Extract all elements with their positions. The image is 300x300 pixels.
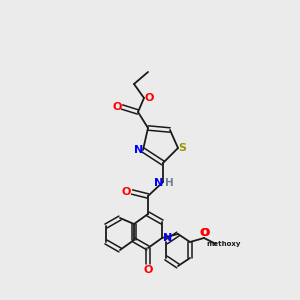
Text: N: N	[154, 178, 164, 188]
Text: S: S	[178, 143, 186, 153]
Text: O: O	[199, 228, 209, 238]
Text: O: O	[112, 102, 122, 112]
Text: O: O	[121, 187, 131, 197]
Text: H: H	[165, 178, 173, 188]
Text: methoxy: methoxy	[207, 241, 241, 247]
Text: O: O	[200, 228, 210, 238]
Text: O: O	[143, 265, 153, 275]
Text: O: O	[144, 93, 154, 103]
Text: N: N	[134, 145, 144, 155]
Text: N: N	[164, 233, 172, 243]
